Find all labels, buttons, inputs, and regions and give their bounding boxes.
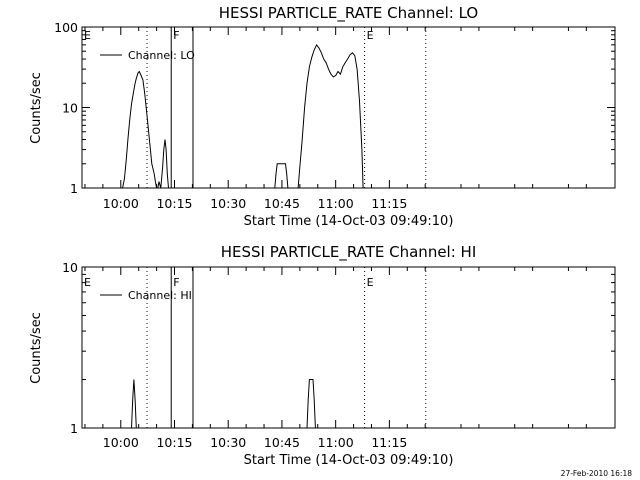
y-axis-label: Counts/sec	[29, 72, 44, 144]
x-tick-label: 10:15	[156, 435, 192, 450]
legend: Channel: HI	[100, 289, 192, 302]
marker-label: E	[84, 29, 91, 42]
x-tick-label: 10:45	[264, 196, 300, 211]
y-axis-label: Counts/sec	[29, 312, 44, 384]
data-series-line	[131, 379, 317, 429]
x-tick-label: 10:30	[210, 196, 246, 211]
legend: Channel: LO	[100, 49, 195, 62]
x-tick-label: 10:45	[264, 435, 300, 450]
x-tick-label: 11:15	[371, 196, 407, 211]
y-tick-label: 10	[62, 101, 78, 116]
x-tick-label: 10:00	[103, 196, 139, 211]
marker-label: F	[173, 29, 179, 42]
x-tick-label: 11:00	[318, 435, 354, 450]
chart-title: HESSI PARTICLE_RATE Channel: HI	[221, 243, 477, 262]
marker-label: E	[367, 29, 374, 42]
chart-title: HESSI PARTICLE_RATE Channel: LO	[219, 4, 478, 23]
x-tick-label: 11:15	[371, 435, 407, 450]
y-tick-label: 10	[62, 260, 78, 275]
x-tick-label: 10:30	[210, 435, 246, 450]
marker-label: E	[367, 276, 374, 289]
marker-label: F	[173, 276, 179, 289]
y-tick-label: 1	[70, 181, 78, 196]
print-timestamp: 27-Feb-2010 16:18	[560, 469, 632, 478]
x-axis-label: Start Time (14-Oct-03 09:49:10)	[244, 214, 454, 229]
marker-label: E	[84, 276, 91, 289]
y-tick-label: 100	[54, 20, 78, 35]
y-tick-label: 1	[70, 421, 78, 436]
x-axis-label: Start Time (14-Oct-03 09:49:10)	[244, 453, 454, 468]
data-series-line	[122, 43, 364, 189]
x-tick-label: 11:00	[318, 196, 354, 211]
legend-label: Channel: HI	[128, 289, 192, 302]
x-tick-label: 10:00	[103, 435, 139, 450]
legend-label: Channel: LO	[128, 49, 195, 62]
hi-channel-panel: HESSI PARTICLE_RATE Channel: HI 10:00 10:1…	[29, 243, 616, 468]
x-tick-label: 10:15	[156, 196, 192, 211]
lo-channel-panel: HESSI PARTICLE_RATE Channel: LO 10:00 10:1…	[29, 4, 616, 229]
